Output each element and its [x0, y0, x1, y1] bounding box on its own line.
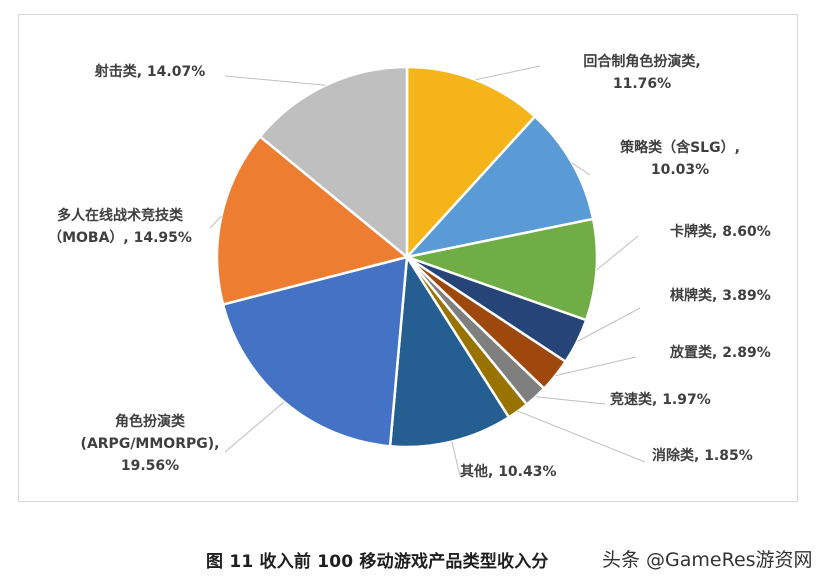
- slice-label-line: 卡牌类, 8.60%: [670, 223, 771, 240]
- slice-label-7: 其他, 10.43%: [460, 463, 557, 480]
- slice-label-line: （MOBA）, 14.95%: [48, 230, 192, 246]
- slice-label-6: 消除类, 1.85%: [652, 447, 753, 464]
- pie-slice-0: [405, 65, 537, 261]
- leader-line-8: [224, 401, 285, 453]
- slice-label-line: 策略类（含SLG）,: [619, 139, 740, 156]
- slice-label-line: 射击类, 14.07%: [94, 63, 206, 80]
- slice-label-line: 消除类, 1.85%: [652, 447, 753, 464]
- slice-label-line: 竞速类, 1.97%: [610, 391, 711, 408]
- slice-label-line: 19.56%: [121, 458, 179, 474]
- slice-label-10: 射击类, 14.07%: [94, 63, 206, 80]
- slice-label-line: 多人在线战术竞技类: [57, 207, 184, 224]
- slice-label-line: 放置类, 2.89%: [669, 344, 771, 361]
- slice-labels: 回合制角色扮演类, 11.76% 策略类（含SLG）, 10.03% 卡牌类, 8.60…: [48, 53, 771, 480]
- slice-label-1: 策略类（含SLG）, 10.03%: [619, 139, 740, 178]
- pie-slice-8: [221, 255, 409, 448]
- leader-lines: [209, 65, 646, 477]
- leader-line-10: [224, 75, 326, 86]
- leader-line-3: [576, 307, 641, 342]
- leader-line-4: [555, 356, 637, 377]
- slice-label-9: 多人在线战术竞技类 （MOBA）, 14.95%: [48, 207, 192, 246]
- slice-label-line: 其他, 10.43%: [460, 463, 557, 480]
- pie-slice-1: [403, 114, 595, 259]
- slice-label-line: 11.76%: [613, 76, 671, 92]
- slice-label-line: 10.03%: [651, 162, 709, 178]
- leader-line-1: [571, 162, 591, 176]
- leader-line-9: [209, 215, 222, 229]
- slice-label-line: (ARPG/MMORPG),: [81, 436, 220, 452]
- leader-line-0: [475, 65, 541, 81]
- pie-slices: [215, 65, 599, 449]
- slice-label-4: 放置类, 2.89%: [669, 344, 771, 361]
- figure-caption: 图 11 收入前 100 移动游戏产品类型收入分: [206, 552, 549, 572]
- slice-label-2: 卡牌类, 8.60%: [670, 223, 771, 240]
- slice-label-8: 角色扮演类 (ARPG/MMORPG), 19.56%: [81, 413, 220, 474]
- slice-label-5: 竞速类, 1.97%: [610, 391, 711, 408]
- leader-line-2: [596, 235, 639, 271]
- slice-label-3: 棋牌类, 3.89%: [670, 287, 771, 304]
- slice-label-line: 棋牌类, 3.89%: [670, 287, 771, 304]
- leader-line-7: [451, 441, 461, 477]
- watermark: 头条 @GameRes游资网: [602, 549, 813, 571]
- slice-label-line: 回合制角色扮演类,: [583, 53, 700, 70]
- chart-frame: [18, 14, 798, 502]
- leader-line-5: [535, 396, 606, 405]
- pie-slice-2: [402, 217, 599, 322]
- pie-slice-7: [388, 253, 511, 449]
- slice-label-line: 角色扮演类: [115, 413, 186, 430]
- leader-line-6: [517, 410, 646, 463]
- slice-label-0: 回合制角色扮演类, 11.76%: [583, 53, 700, 92]
- pie-slice-10: [258, 65, 409, 260]
